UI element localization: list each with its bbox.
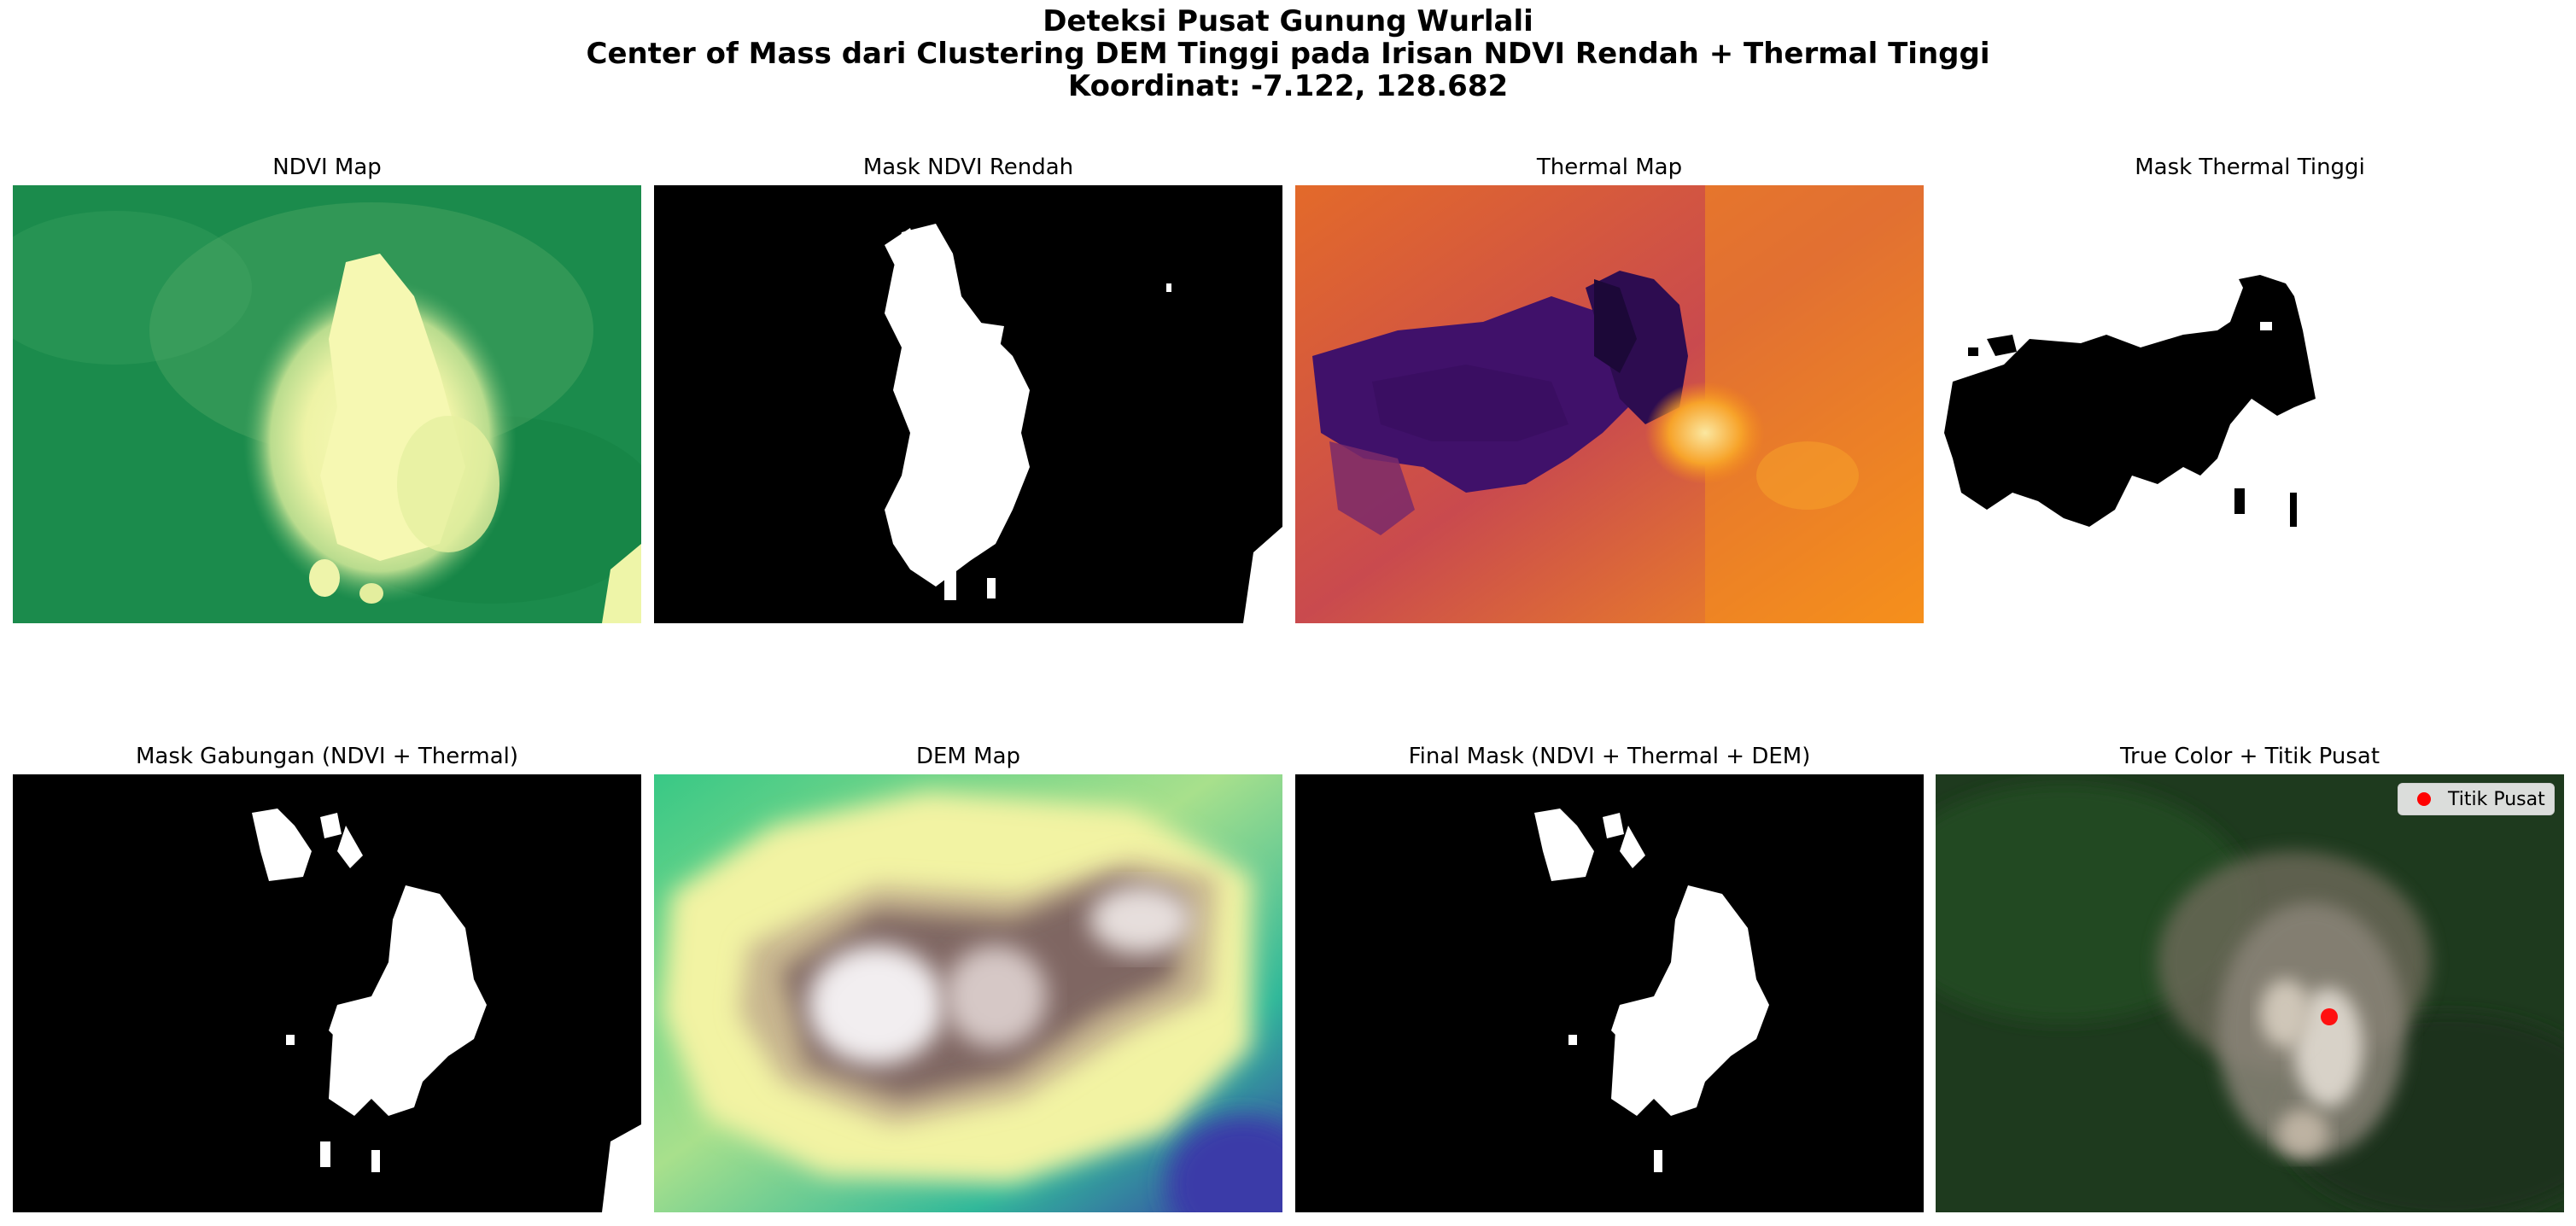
final-mask-image [1295,774,1924,1212]
dem-map-image [654,774,1282,1212]
true-color-title: True Color + Titik Pusat [2119,744,2380,769]
legend: Titik Pusat [2398,783,2555,815]
figure-title: Deteksi Pusat Gunung Wurlali Center of M… [0,5,2576,102]
mask-ndvi-rendah-title: Mask NDVI Rendah [862,155,1074,180]
figure-title-line-1: Deteksi Pusat Gunung Wurlali [1043,4,1533,38]
mask-ndvi-rendah-image [654,185,1282,623]
mask-thermal-tinggi-image [1936,185,2564,623]
true-color-image [1936,774,2564,1212]
dem-map-title: DEM Map [915,744,1020,769]
legend-label: Titik Pusat [2448,788,2545,810]
figure-title-line-3: Koordinat: -7.122, 128.682 [1067,69,1509,103]
legend-marker-icon [2417,792,2431,806]
ndvi-map-image [13,185,641,623]
figure-title-line-2: Center of Mass dari Clustering DEM Tingg… [586,37,1990,71]
final-mask-title: Final Mask (NDVI + Thermal + DEM) [1408,744,1811,769]
ndvi-map-title: NDVI Map [272,155,382,180]
mask-gabungan-title: Mask Gabungan (NDVI + Thermal) [135,744,519,769]
thermal-map-title: Thermal Map [1536,155,1683,180]
thermal-map-image [1295,185,1924,623]
mask-gabungan-image [13,774,641,1212]
mask-thermal-tinggi-title: Mask Thermal Tinggi [2135,155,2365,180]
center-point-marker [2321,1008,2338,1025]
